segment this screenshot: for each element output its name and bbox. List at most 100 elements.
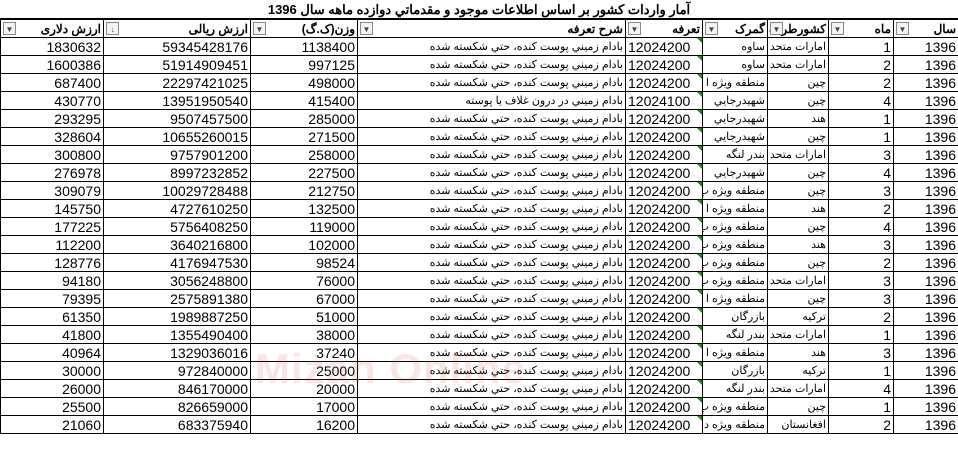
dollar-value-cell[interactable]: 1600386 [0,55,104,74]
column-header[interactable]: سال ▼ [893,19,958,38]
weight-cell[interactable]: 17000 [250,397,358,416]
tariff-code-cell[interactable]: 12024200 [625,289,703,308]
customs-cell[interactable]: منطقه ويژه ب [702,397,768,416]
month-cell[interactable]: 2 [828,307,894,326]
dollar-value-cell[interactable]: 30000 [0,361,104,380]
tariff-code-cell[interactable]: 12024200 [625,415,703,434]
weight-cell[interactable]: 271500 [250,127,358,146]
dollar-value-cell[interactable]: 61350 [0,307,104,326]
dollar-value-cell[interactable]: 94180 [0,271,104,290]
year-cell[interactable]: 1396 [893,343,958,362]
dollar-value-cell[interactable]: 276978 [0,163,104,182]
tariff-code-cell[interactable]: 12024200 [625,37,703,56]
tariff-description-cell[interactable]: بادام زميني پوست كنده، حتي شكسته شده [357,307,626,326]
tariff-description-cell[interactable]: بادام زميني پوست كنده، حتي شكسته شده [357,415,626,434]
country-cell[interactable]: چين [767,397,829,416]
dropdown-icon[interactable]: ▼ [3,22,16,35]
dollar-value-cell[interactable]: 128776 [0,253,104,272]
weight-cell[interactable]: 415400 [250,91,358,110]
customs-cell[interactable]: منطقه ويژه ا [702,343,768,362]
tariff-code-cell[interactable]: 12024100 [625,91,703,110]
customs-cell[interactable]: منطقه ويژه ا [702,73,768,92]
weight-cell[interactable]: 119000 [250,217,358,236]
tariff-description-cell[interactable]: بادام زميني پوست كنده، حتي شكسته شده [357,343,626,362]
year-cell[interactable]: 1396 [893,253,958,272]
tariff-description-cell[interactable]: بادام زميني پوست كنده، حتي شكسته شده [357,271,626,290]
customs-cell[interactable]: شهيدرجايي [702,163,768,182]
month-cell[interactable]: 3 [828,289,894,308]
rial-value-cell[interactable]: 1989887250 [103,307,251,326]
rial-value-cell[interactable]: 22297421025 [103,73,251,92]
tariff-description-cell[interactable]: بادام زميني پوست كنده، حتي شكسته شده [357,379,626,398]
rial-value-cell[interactable]: 3056248800 [103,271,251,290]
month-cell[interactable]: 3 [828,271,894,290]
tariff-code-cell[interactable]: 12024200 [625,253,703,272]
month-cell[interactable]: 1 [828,127,894,146]
customs-cell[interactable]: شهيدرجايي [702,91,768,110]
dollar-value-cell[interactable]: 145750 [0,199,104,218]
tariff-description-cell[interactable]: بادام زميني پوست كنده، حتي شكسته شده [357,217,626,236]
dollar-value-cell[interactable]: 112200 [0,235,104,254]
customs-cell[interactable]: منطقه ويژه ب [702,271,768,290]
country-cell[interactable]: هند [767,199,829,218]
weight-cell[interactable]: 285000 [250,109,358,128]
column-header[interactable]: ارزش دلاری ▼ [0,19,104,38]
tariff-code-cell[interactable]: 12024200 [625,127,703,146]
dollar-value-cell[interactable]: 177225 [0,217,104,236]
tariff-description-cell[interactable]: بادام زميني پوست كنده، حتي شكسته شده [357,163,626,182]
tariff-code-cell[interactable]: 12024200 [625,145,703,164]
dollar-value-cell[interactable]: 300800 [0,145,104,164]
country-cell[interactable]: تركيه [767,361,829,380]
year-cell[interactable]: 1396 [893,289,958,308]
tariff-description-cell[interactable]: بادام زميني پوست كنده، حتي شكسته شده [357,145,626,164]
tariff-description-cell[interactable]: بادام زميني پوست كنده، حتي شكسته شده [357,199,626,218]
dropdown-icon[interactable]: ▼ [770,22,783,35]
dropdown-icon[interactable]: ▼ [831,22,844,35]
rial-value-cell[interactable]: 972840000 [103,361,251,380]
year-cell[interactable]: 1396 [893,181,958,200]
tariff-description-cell[interactable]: بادام زميني پوست كنده، حتي شكسته شده [357,361,626,380]
dropdown-icon[interactable]: ▼ [628,22,641,35]
year-cell[interactable]: 1396 [893,217,958,236]
tariff-code-cell[interactable]: 12024200 [625,307,703,326]
tariff-description-cell[interactable]: بادام زميني پوست كنده، حتي شكسته شده [357,235,626,254]
customs-cell[interactable]: بندر لنگه [702,325,768,344]
column-header[interactable]: ماه ▼ [828,19,894,38]
country-cell[interactable]: امارات متحد [767,55,829,74]
dollar-value-cell[interactable]: 41800 [0,325,104,344]
dollar-value-cell[interactable]: 79395 [0,289,104,308]
rial-value-cell[interactable]: 10029728488 [103,181,251,200]
tariff-code-cell[interactable]: 12024200 [625,379,703,398]
tariff-description-cell[interactable]: بادام زميني پوست كنده، حتي شكسته شده [357,109,626,128]
customs-cell[interactable]: منطقه ويژه د [702,415,768,434]
weight-cell[interactable]: 20000 [250,379,358,398]
country-cell[interactable]: چين [767,217,829,236]
tariff-code-cell[interactable]: 12024200 [625,217,703,236]
column-header[interactable]: ارزش ریالی ↓ [103,19,251,38]
country-cell[interactable]: چين [767,73,829,92]
customs-cell[interactable]: شهيدرجايي [702,109,768,128]
year-cell[interactable]: 1396 [893,127,958,146]
tariff-code-cell[interactable]: 12024200 [625,343,703,362]
dollar-value-cell[interactable]: 21060 [0,415,104,434]
dollar-value-cell[interactable]: 430770 [0,91,104,110]
filter-active-icon[interactable]: ▼ [253,22,266,35]
month-cell[interactable]: 2 [828,415,894,434]
rial-value-cell[interactable]: 4727610250 [103,199,251,218]
year-cell[interactable]: 1396 [893,55,958,74]
dollar-value-cell[interactable]: 293295 [0,109,104,128]
month-cell[interactable]: 3 [828,343,894,362]
dropdown-icon[interactable]: ▼ [360,22,373,35]
weight-cell[interactable]: 132500 [250,199,358,218]
customs-cell[interactable]: منطقه ويژه ا [702,289,768,308]
weight-cell[interactable]: 498000 [250,73,358,92]
column-header[interactable]: تعرفه ▼ [625,19,703,38]
tariff-code-cell[interactable]: 12024200 [625,361,703,380]
year-cell[interactable]: 1396 [893,73,958,92]
year-cell[interactable]: 1396 [893,307,958,326]
year-cell[interactable]: 1396 [893,199,958,218]
year-cell[interactable]: 1396 [893,361,958,380]
weight-cell[interactable]: 51000 [250,307,358,326]
dollar-value-cell[interactable]: 40964 [0,343,104,362]
tariff-code-cell[interactable]: 12024200 [625,181,703,200]
